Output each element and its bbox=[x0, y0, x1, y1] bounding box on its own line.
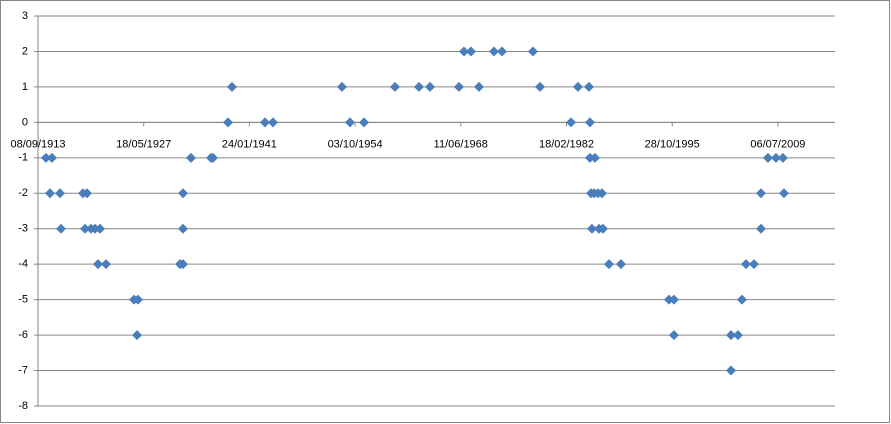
point bbox=[725, 365, 736, 376]
point bbox=[56, 223, 67, 234]
point bbox=[100, 259, 111, 270]
y-tick-label: -5 bbox=[18, 294, 28, 306]
point bbox=[226, 81, 237, 92]
point bbox=[770, 152, 781, 163]
point bbox=[389, 81, 400, 92]
point bbox=[762, 152, 773, 163]
point bbox=[132, 330, 143, 341]
point bbox=[572, 81, 583, 92]
point bbox=[534, 81, 545, 92]
point bbox=[777, 152, 788, 163]
point bbox=[597, 223, 608, 234]
point bbox=[732, 330, 743, 341]
y-tick-label: -6 bbox=[18, 329, 28, 341]
point bbox=[589, 152, 600, 163]
point bbox=[725, 330, 736, 341]
point bbox=[458, 46, 469, 57]
y-tick-label: 2 bbox=[22, 45, 28, 57]
point bbox=[527, 46, 538, 57]
point bbox=[496, 46, 507, 57]
x-tick-label: 28/10/1995 bbox=[645, 138, 700, 150]
point bbox=[222, 117, 233, 128]
point bbox=[45, 188, 56, 199]
point bbox=[55, 188, 66, 199]
point bbox=[89, 223, 100, 234]
point bbox=[178, 188, 189, 199]
x-tick-label: 11/06/1968 bbox=[434, 138, 488, 150]
point bbox=[736, 294, 747, 305]
x-tick-label: 18/05/1927 bbox=[116, 138, 171, 150]
y-tick-label: -4 bbox=[18, 258, 28, 270]
point bbox=[565, 117, 576, 128]
y-tick-label: 1 bbox=[22, 81, 28, 93]
point bbox=[95, 223, 106, 234]
y-tick-label: -7 bbox=[18, 364, 28, 376]
point bbox=[424, 81, 435, 92]
point bbox=[208, 152, 219, 163]
point bbox=[336, 81, 347, 92]
point bbox=[586, 223, 597, 234]
point bbox=[740, 259, 751, 270]
x-tick-label: 18/02/1982 bbox=[539, 138, 594, 150]
y-tick-label: -1 bbox=[18, 152, 28, 164]
point bbox=[358, 117, 369, 128]
point bbox=[473, 81, 484, 92]
point bbox=[46, 152, 57, 163]
point bbox=[596, 188, 607, 199]
point bbox=[663, 294, 674, 305]
point bbox=[584, 117, 595, 128]
x-tick-label: 24/01/1941 bbox=[222, 138, 277, 150]
point bbox=[132, 294, 143, 305]
point bbox=[748, 259, 759, 270]
point bbox=[755, 223, 766, 234]
point bbox=[583, 81, 594, 92]
point bbox=[778, 188, 789, 199]
point bbox=[465, 46, 476, 57]
point bbox=[668, 330, 679, 341]
point bbox=[259, 117, 270, 128]
point bbox=[82, 188, 93, 199]
point bbox=[267, 117, 278, 128]
point bbox=[488, 46, 499, 57]
point bbox=[453, 81, 464, 92]
x-tick-label: 06/07/2009 bbox=[750, 138, 805, 150]
point bbox=[668, 294, 679, 305]
point bbox=[615, 259, 626, 270]
point bbox=[79, 223, 90, 234]
y-tick-label: -8 bbox=[18, 400, 28, 412]
point bbox=[344, 117, 355, 128]
y-tick-label: 3 bbox=[22, 10, 28, 22]
point bbox=[185, 152, 196, 163]
point bbox=[413, 81, 424, 92]
point bbox=[603, 259, 614, 270]
x-tick-label: 08/09/1913 bbox=[10, 138, 65, 150]
y-tick-label: -2 bbox=[18, 187, 28, 199]
point bbox=[755, 188, 766, 199]
x-tick-label: 03/10/1954 bbox=[328, 138, 383, 150]
y-tick-label: 0 bbox=[22, 116, 28, 128]
y-tick-label: -3 bbox=[18, 223, 28, 235]
point bbox=[92, 259, 103, 270]
point bbox=[178, 259, 189, 270]
point bbox=[178, 223, 189, 234]
point bbox=[40, 152, 51, 163]
